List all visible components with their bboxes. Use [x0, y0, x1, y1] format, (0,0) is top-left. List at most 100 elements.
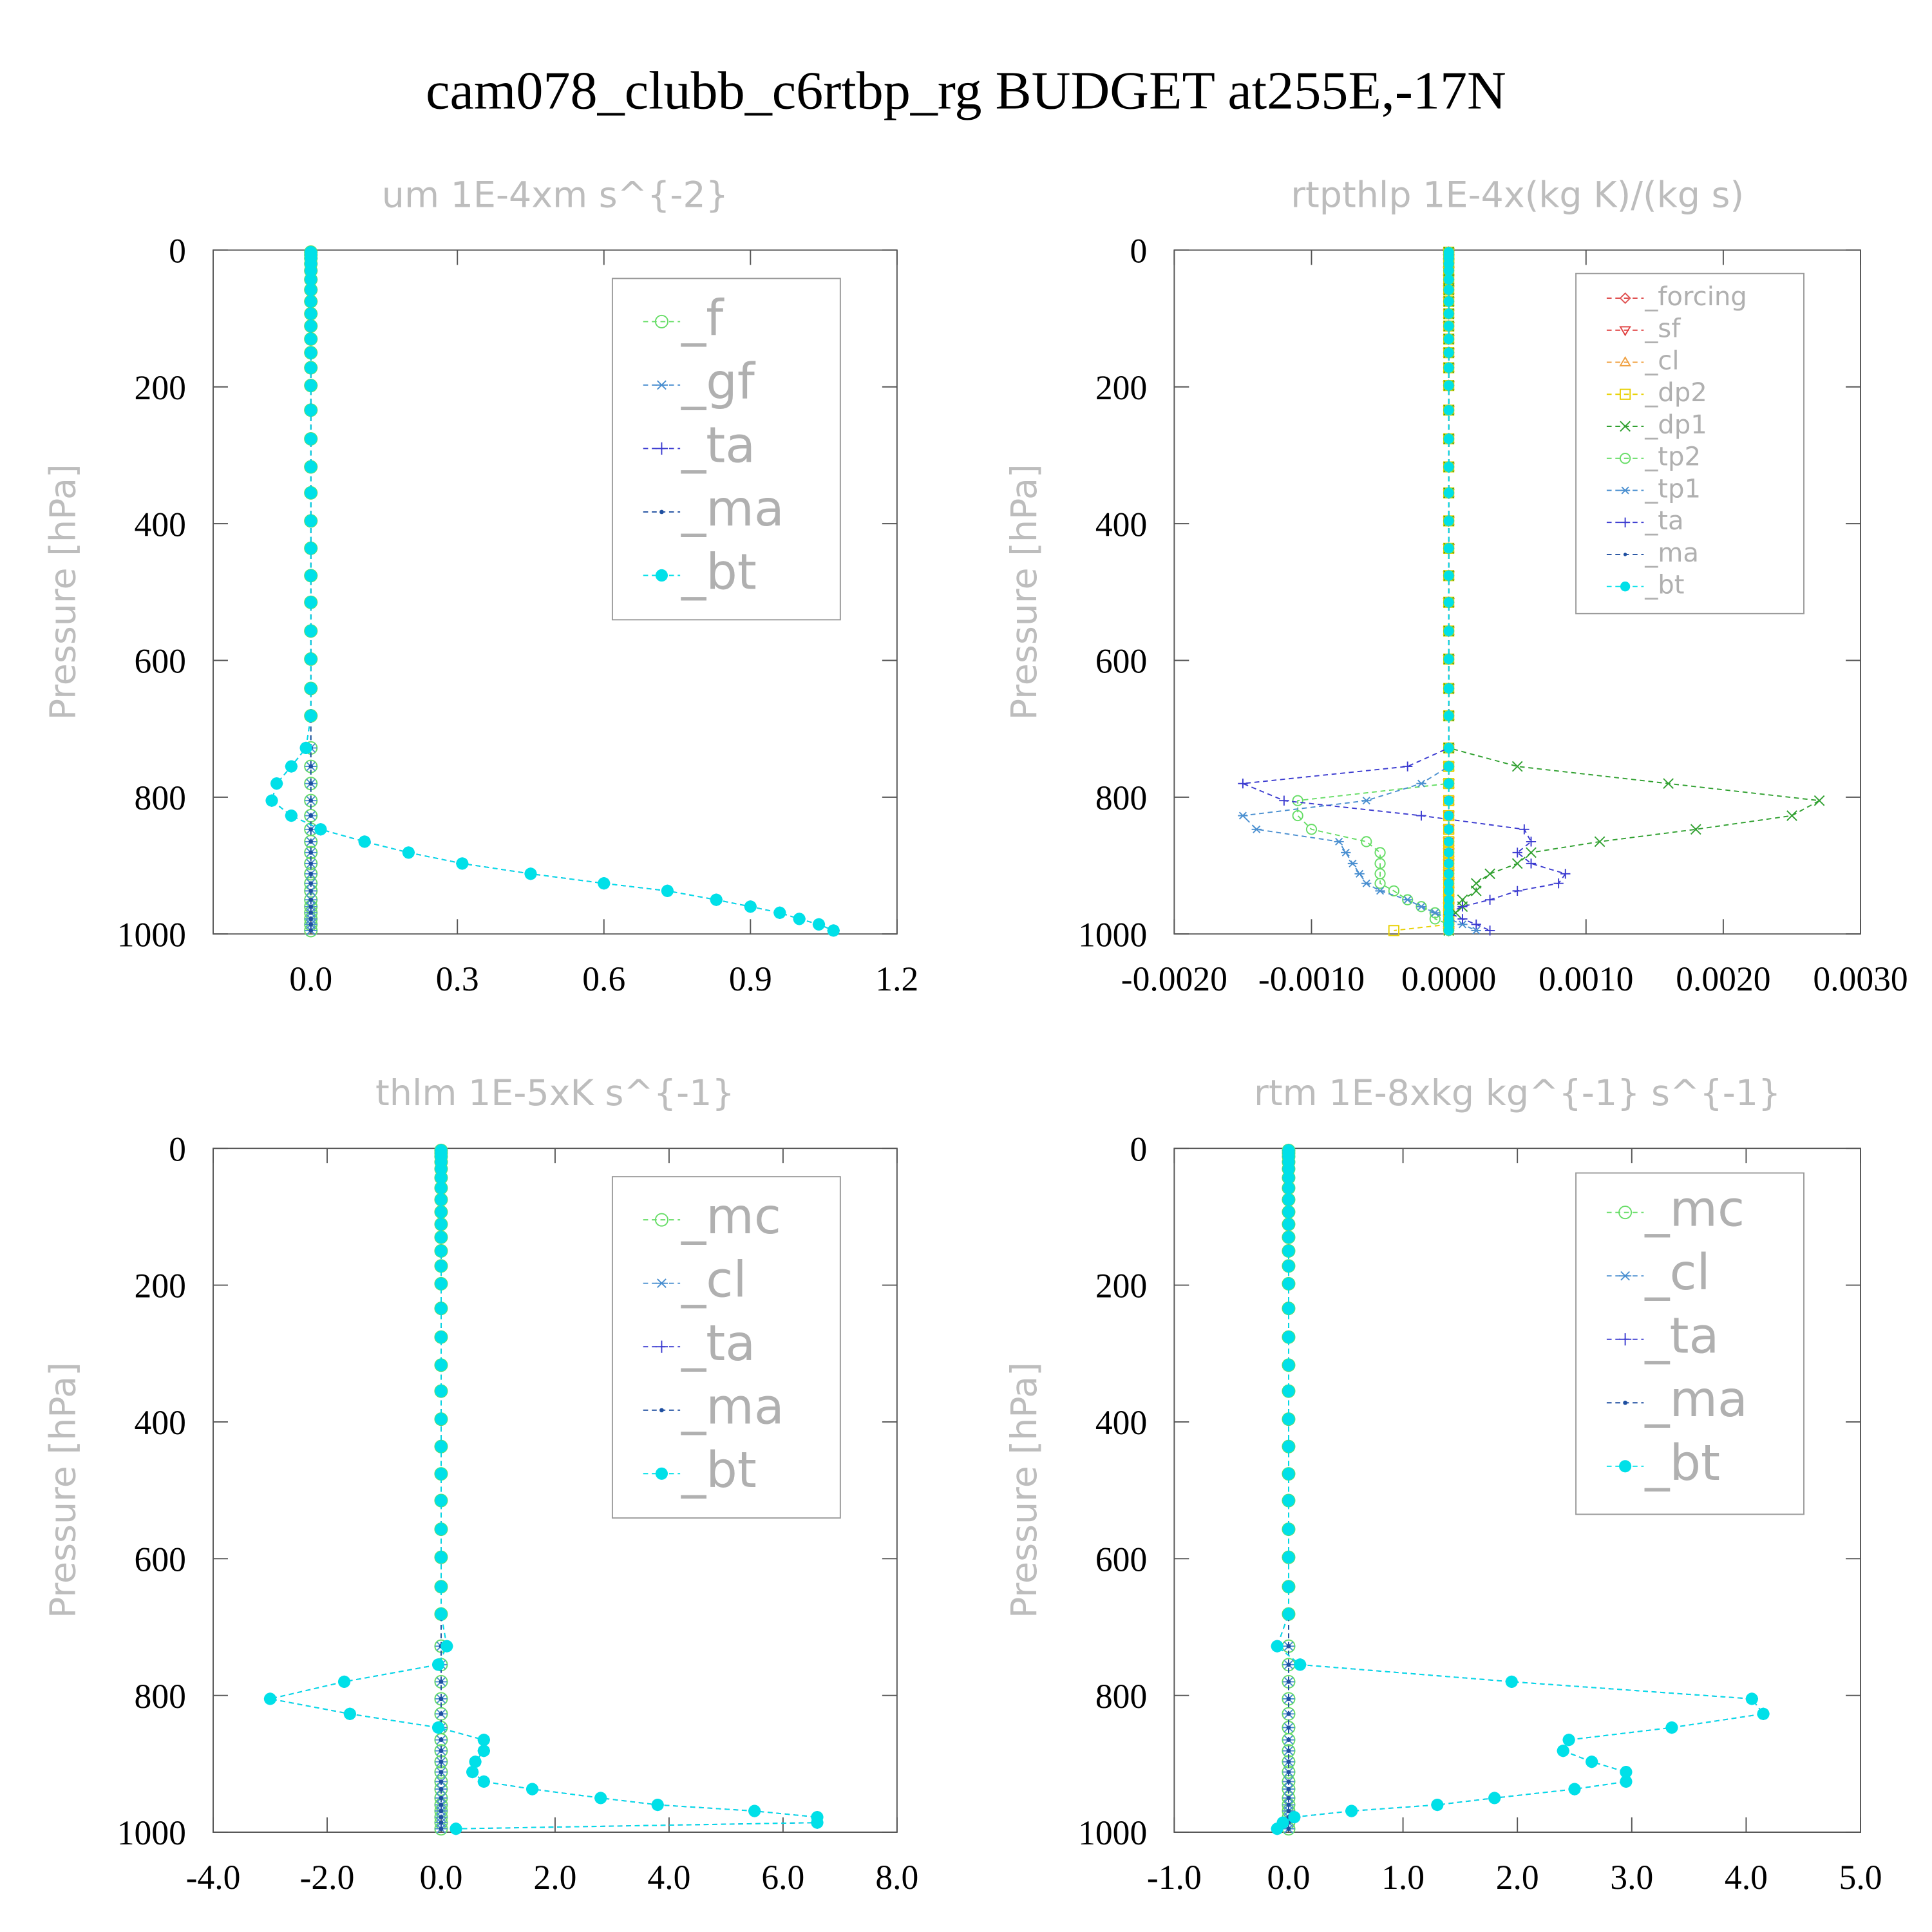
marker [1282, 1171, 1295, 1184]
marker [1505, 1675, 1518, 1688]
x-tick-label: -1.0 [1147, 1858, 1202, 1897]
marker [285, 809, 298, 822]
legend-label: _ma [1644, 1371, 1748, 1428]
marker [1443, 626, 1454, 636]
legend-label: _sf [1644, 314, 1681, 344]
marker [1619, 292, 1631, 305]
marker [439, 1738, 444, 1743]
marker [435, 1385, 448, 1397]
marker [1663, 778, 1674, 789]
marker [1286, 1696, 1291, 1701]
y-tick-label: 800 [135, 1677, 186, 1716]
marker [477, 1734, 490, 1747]
marker [305, 709, 317, 723]
marker [654, 314, 668, 328]
y-tick-label: 400 [1095, 505, 1147, 544]
marker [435, 1277, 448, 1290]
marker [1443, 810, 1454, 821]
marker [439, 1786, 444, 1792]
marker [1443, 743, 1454, 753]
x-tick-label: 0.0 [289, 960, 332, 998]
marker [1443, 516, 1454, 526]
marker [1568, 1783, 1581, 1795]
marker [1443, 380, 1454, 391]
marker [1619, 453, 1631, 464]
subplot-title: rtm 1E-8xkg kg^{-1} s^{-1} [1254, 1073, 1781, 1114]
legend-label: _cl [681, 1252, 747, 1309]
marker [655, 1278, 668, 1289]
marker [1286, 1779, 1291, 1784]
marker [1620, 421, 1631, 432]
marker [435, 1523, 448, 1536]
y-tick-label: 1000 [117, 915, 186, 954]
marker [1665, 1721, 1678, 1734]
marker [1511, 858, 1523, 869]
marker [1443, 274, 1454, 285]
marker [435, 1231, 448, 1244]
marker [1443, 405, 1454, 415]
y-tick-label: 0 [169, 1130, 186, 1168]
marker [439, 1759, 444, 1765]
legend-label: _cl [1644, 1244, 1710, 1302]
marker [263, 1692, 277, 1705]
y-axis-label: Pressure [hPa] [1004, 464, 1045, 720]
legend-box [1575, 1172, 1804, 1515]
legend-label: _dp1 [1644, 410, 1707, 440]
marker [773, 906, 786, 919]
marker [305, 486, 317, 499]
marker [305, 596, 317, 609]
marker [1361, 879, 1372, 887]
marker [812, 918, 826, 931]
marker [1594, 836, 1605, 848]
marker [1443, 837, 1454, 847]
marker [1512, 886, 1522, 896]
marker [435, 1468, 448, 1481]
legend-label: _ta [1644, 1308, 1719, 1365]
y-tick-label: 1000 [1078, 1814, 1147, 1852]
marker [1282, 1440, 1295, 1453]
legend-label: _tp1 [1644, 474, 1701, 504]
marker [439, 1680, 444, 1684]
marker [1471, 926, 1481, 934]
x-tick-label: 0.3 [436, 960, 479, 998]
marker [1282, 1551, 1295, 1564]
marker [1443, 488, 1454, 498]
marker [1786, 810, 1797, 821]
plot-frame [213, 249, 898, 935]
marker [358, 835, 371, 848]
series-line [1276, 1150, 1765, 1830]
marker [439, 1696, 444, 1701]
marker [1443, 869, 1454, 879]
marker [1618, 1206, 1633, 1220]
marker [1282, 1182, 1295, 1195]
marker [1619, 355, 1631, 366]
marker [1282, 1468, 1295, 1481]
marker [440, 1640, 453, 1653]
marker [431, 1658, 445, 1671]
marker [308, 871, 314, 876]
y-axis-label: Pressure [hPa] [1004, 1362, 1045, 1618]
marker [305, 652, 317, 665]
marker [1443, 265, 1454, 276]
legend-label: _ma [681, 480, 784, 538]
marker [1271, 1823, 1283, 1835]
marker [1814, 795, 1825, 806]
marker [456, 857, 469, 870]
legend-label: _ta [1644, 506, 1683, 536]
marker [1443, 654, 1454, 665]
marker [469, 1756, 482, 1768]
marker [305, 332, 317, 346]
legend-label: _ta [681, 417, 755, 474]
marker [305, 361, 317, 374]
legend-label: _f [681, 290, 724, 347]
marker [1443, 925, 1454, 936]
marker [1443, 285, 1454, 295]
marker [1286, 1643, 1291, 1649]
marker [1354, 869, 1365, 878]
marker [305, 682, 317, 695]
marker [435, 1244, 448, 1258]
marker [1282, 1193, 1295, 1206]
marker [1619, 326, 1631, 337]
marker [402, 846, 415, 859]
marker [299, 741, 312, 754]
